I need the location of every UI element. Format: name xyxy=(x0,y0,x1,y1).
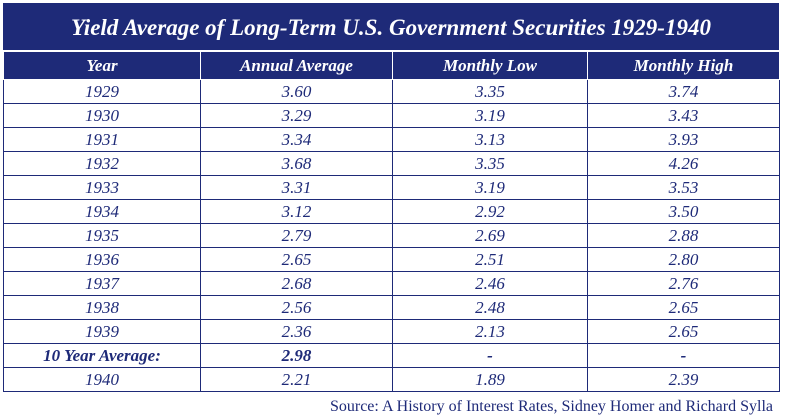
annual-average-cell: 2.79 xyxy=(200,223,393,248)
monthly-low-cell: 3.19 xyxy=(392,103,588,128)
monthly-low-cell: 3.13 xyxy=(392,127,588,152)
monthly-high-cell: - xyxy=(587,343,780,368)
table-title: Yield Average of Long-Term U.S. Governme… xyxy=(3,3,779,50)
table-row: 1929 3.60 3.35 3.74 xyxy=(3,79,780,104)
monthly-high-cell: 3.74 xyxy=(587,79,780,104)
source-note: Source: A History of Interest Rates, Sid… xyxy=(329,398,773,415)
year-cell: 1940 xyxy=(3,367,201,392)
monthly-high-cell: 2.88 xyxy=(587,223,780,248)
yield-table: Year Annual Average Monthly Low Monthly … xyxy=(3,50,780,392)
year-cell: 1931 xyxy=(3,127,201,152)
table-body: 1929 3.60 3.35 3.74 1930 3.29 3.19 3.43 1931 3.34… xyxy=(3,79,780,392)
monthly-low-cell: 2.13 xyxy=(392,319,588,344)
table-row: 1934 3.12 2.92 3.50 xyxy=(3,199,780,224)
monthly-low-cell: - xyxy=(392,343,588,368)
monthly-low-cell: 2.51 xyxy=(392,247,588,272)
annual-average-cell: 3.29 xyxy=(200,103,393,128)
monthly-low-cell: 2.92 xyxy=(392,199,588,224)
monthly-low-cell: 3.35 xyxy=(392,79,588,104)
year-cell: 1937 xyxy=(3,271,201,296)
annual-average-cell: 2.65 xyxy=(200,247,393,272)
year-cell: 1936 xyxy=(3,247,201,272)
monthly-high-cell: 4.26 xyxy=(587,151,780,176)
year-cell: 1930 xyxy=(3,103,201,128)
table-row: 1933 3.31 3.19 3.53 xyxy=(3,175,780,200)
year-cell: 1929 xyxy=(3,79,201,104)
annual-average-cell: 2.36 xyxy=(200,319,393,344)
year-cell: 1938 xyxy=(3,295,201,320)
year-cell: 1932 xyxy=(3,151,201,176)
annual-average-cell: 3.68 xyxy=(200,151,393,176)
header-annual-average: Annual Average xyxy=(200,50,393,80)
header-year: Year xyxy=(3,50,201,80)
table-row: 1937 2.68 2.46 2.76 xyxy=(3,271,780,296)
header-monthly-low: Monthly Low xyxy=(392,50,588,80)
monthly-high-cell: 2.65 xyxy=(587,319,780,344)
monthly-low-cell: 2.46 xyxy=(392,271,588,296)
annual-average-cell: 3.31 xyxy=(200,175,393,200)
monthly-high-cell: 3.50 xyxy=(587,199,780,224)
table-row: 1931 3.34 3.13 3.93 xyxy=(3,127,780,152)
table-row: 1939 2.36 2.13 2.65 xyxy=(3,319,780,344)
year-cell: 10 Year Average: xyxy=(3,343,201,368)
table-row: 1940 2.21 1.89 2.39 xyxy=(3,367,780,392)
monthly-high-cell: 2.39 xyxy=(587,367,780,392)
table-row: 1935 2.79 2.69 2.88 xyxy=(3,223,780,248)
monthly-low-cell: 2.69 xyxy=(392,223,588,248)
annual-average-cell: 3.12 xyxy=(200,199,393,224)
average-row: 10 Year Average: 2.98- - xyxy=(3,343,780,368)
year-cell: 1934 xyxy=(3,199,201,224)
monthly-low-cell: 3.35 xyxy=(392,151,588,176)
monthly-high-cell: 3.93 xyxy=(587,127,780,152)
year-cell: 1939 xyxy=(3,319,201,344)
header-monthly-high: Monthly High xyxy=(587,50,780,80)
annual-average-cell: 2.68 xyxy=(200,271,393,296)
table-row: 1938 2.56 2.48 2.65 xyxy=(3,295,780,320)
year-cell: 1935 xyxy=(3,223,201,248)
annual-average-cell: 3.60 xyxy=(200,79,393,104)
table-row: 1932 3.68 3.35 4.26 xyxy=(3,151,780,176)
monthly-low-cell: 2.48 xyxy=(392,295,588,320)
annual-average-cell: 2.56 xyxy=(200,295,393,320)
monthly-low-cell: 3.19 xyxy=(392,175,588,200)
monthly-high-cell: 2.80 xyxy=(587,247,780,272)
annual-average-cell: 2.98 xyxy=(200,343,393,368)
yield-table-container: Yield Average of Long-Term U.S. Governme… xyxy=(3,3,780,392)
table-row: 1930 3.29 3.19 3.43 xyxy=(3,103,780,128)
monthly-high-cell: 2.76 xyxy=(587,271,780,296)
annual-average-cell: 3.34 xyxy=(200,127,393,152)
monthly-high-cell: 3.43 xyxy=(587,103,780,128)
annual-average-cell: 2.21 xyxy=(200,367,393,392)
monthly-high-cell: 3.53 xyxy=(587,175,780,200)
table-row: 1936 2.65 2.51 2.80 xyxy=(3,247,780,272)
monthly-low-cell: 1.89 xyxy=(392,367,588,392)
header-row: Year Annual Average Monthly Low Monthly … xyxy=(3,50,780,80)
monthly-high-cell: 2.65 xyxy=(587,295,780,320)
year-cell: 1933 xyxy=(3,175,201,200)
